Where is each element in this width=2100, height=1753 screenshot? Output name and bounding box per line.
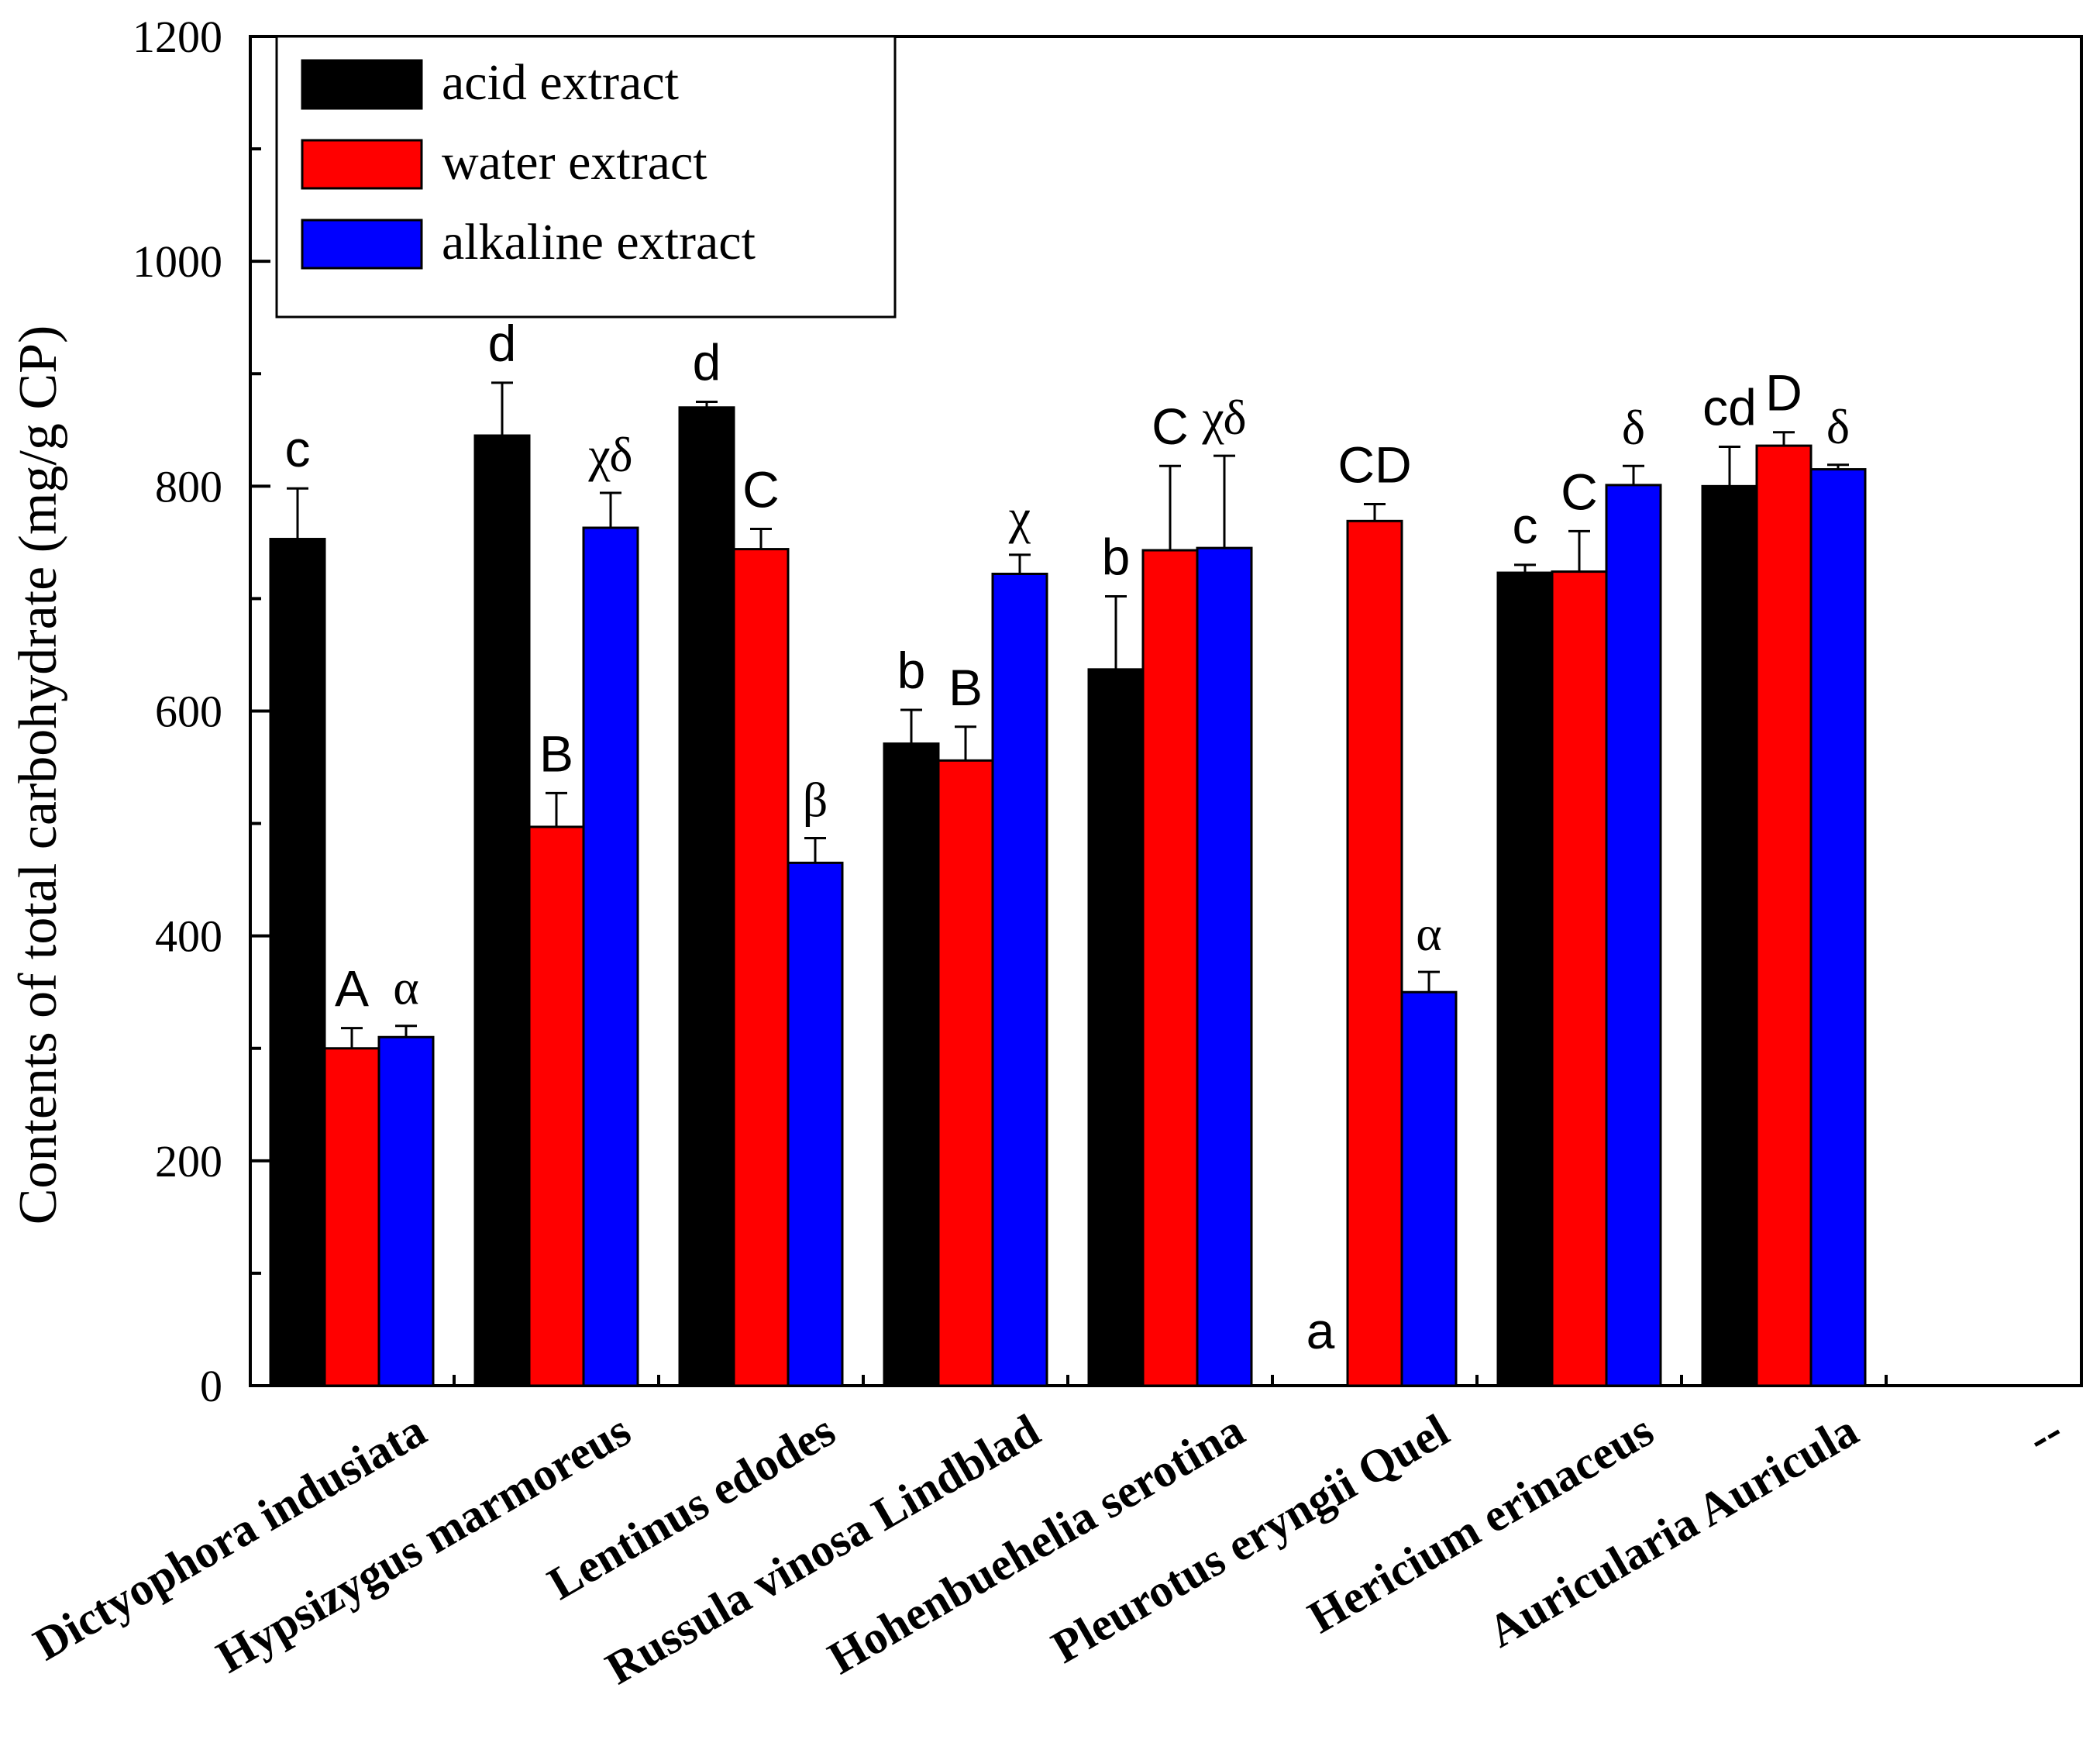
- significance-label: b: [897, 642, 926, 699]
- significance-label: C: [1152, 398, 1189, 455]
- y-tick-label: 0: [200, 1361, 222, 1411]
- bar-acid: [678, 406, 735, 1387]
- bar-acid: [1701, 484, 1758, 1387]
- bar-alkaline: [787, 861, 844, 1387]
- bar-acid: [269, 538, 326, 1387]
- bar-water: [1755, 444, 1813, 1387]
- bar-acid: [1087, 668, 1145, 1387]
- significance-label: A: [335, 960, 369, 1018]
- bar-acid: [473, 434, 531, 1387]
- y-tick-label: 600: [155, 687, 222, 737]
- bar-water: [1346, 519, 1403, 1387]
- significance-label: B: [948, 659, 983, 716]
- bar-alkaline: [377, 1035, 435, 1387]
- significance-label: b: [1102, 529, 1131, 586]
- significance-label: CD: [1337, 436, 1411, 494]
- significance-label: B: [539, 725, 573, 782]
- bar-alkaline: [1809, 468, 1867, 1387]
- bar-alkaline: [1400, 990, 1458, 1387]
- legend-swatch: [301, 219, 423, 270]
- significance-label: α: [393, 960, 419, 1015]
- significance-label: a: [1306, 1302, 1335, 1359]
- legend-label: water extract: [442, 134, 707, 191]
- significance-label: χδ: [1201, 390, 1246, 445]
- x-category-label: --: [2019, 1404, 2071, 1464]
- legend-label: acid extract: [442, 54, 679, 111]
- significance-label: C: [742, 460, 780, 518]
- significance-label: d: [488, 315, 517, 372]
- legend-swatch: [301, 139, 423, 190]
- significance-label: c: [285, 420, 311, 477]
- bar-water: [1551, 570, 1608, 1387]
- significance-label: β: [803, 772, 828, 827]
- significance-label: χ: [1008, 489, 1031, 544]
- significance-label: cd: [1702, 379, 1757, 436]
- y-tick-label: 1000: [133, 236, 222, 287]
- bar-water: [528, 825, 585, 1387]
- x-category-label: Hericium erinaceus: [1300, 1404, 1661, 1643]
- legend-swatch: [301, 59, 423, 110]
- bar-alkaline: [582, 526, 639, 1387]
- significance-label: c: [1513, 497, 1538, 554]
- y-tick-label: 800: [155, 461, 222, 511]
- y-tick-label: 400: [155, 911, 222, 962]
- bars-group: [269, 381, 1867, 1387]
- significance-label: χδ: [587, 427, 632, 482]
- significance-label: α: [1416, 906, 1442, 961]
- x-category-label: Auricularia Auricula: [1479, 1404, 1866, 1657]
- significance-label: D: [1765, 364, 1802, 422]
- y-axis-label: Contents of total carbohydrate (mg/g CP): [9, 325, 68, 1225]
- y-tick-label: 200: [155, 1136, 222, 1186]
- bar-alkaline: [991, 572, 1048, 1387]
- bar-water: [732, 548, 790, 1387]
- bar-water: [1141, 549, 1199, 1387]
- significance-label: C: [1561, 463, 1598, 520]
- axes: 0 200 400 600 800 1000 1200: [133, 12, 1888, 1411]
- bar-acid: [1496, 571, 1554, 1387]
- bar-alkaline: [1196, 546, 1253, 1387]
- y-tick-label: 1200: [133, 12, 222, 62]
- bar-acid: [883, 742, 940, 1387]
- significance-label: δ: [1826, 399, 1850, 454]
- legend-label: alkaline extract: [442, 214, 756, 270]
- legend: acid extract water extract alkaline extrac…: [275, 35, 897, 319]
- significance-label: δ: [1622, 400, 1645, 455]
- bar-alkaline: [1605, 484, 1662, 1387]
- bar-water: [323, 1047, 380, 1387]
- significance-label: d: [693, 334, 721, 391]
- bar-water: [937, 759, 994, 1387]
